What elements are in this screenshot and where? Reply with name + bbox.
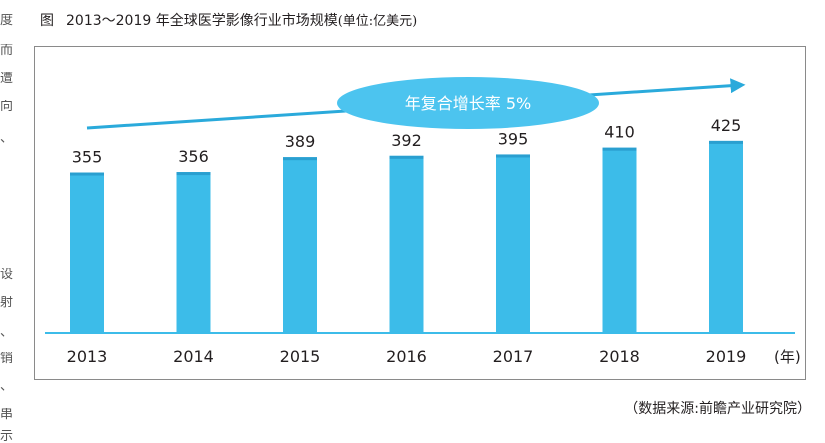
- bar-2015: [283, 157, 317, 333]
- bar-top-2015: [283, 157, 317, 161]
- bar-2017: [496, 154, 530, 333]
- growth-rate-ellipse: [337, 77, 599, 129]
- bar-top-2018: [602, 147, 637, 151]
- x-tick-label-2016: 2016: [386, 347, 427, 366]
- x-tick-label-2015: 2015: [280, 347, 321, 366]
- value-label-2019: 425: [711, 116, 742, 135]
- bar-top-2016: [389, 155, 424, 159]
- x-tick-label-2014: 2014: [173, 347, 214, 366]
- title-text: 2013～2019 年全球医学影像行业市场规模: [66, 13, 338, 29]
- chart-frame: 355 356 389 392 395 410 425 2013 2014 2015 2016 20…: [34, 46, 806, 380]
- x-tick-label-2019: 2019: [706, 347, 747, 366]
- x-unit-label: (年): [774, 348, 801, 366]
- figure-label: 图: [40, 13, 54, 29]
- bar-2016: [389, 155, 424, 333]
- left-margin-text-fragments: 度而遭向、设射、销、串示: [0, 0, 18, 443]
- margin-fragment: 而: [0, 44, 14, 57]
- margin-fragment: 向: [0, 100, 14, 113]
- value-label-2014: 356: [178, 147, 209, 166]
- margin-fragment: 示: [0, 430, 14, 443]
- bar-top-2017: [496, 154, 530, 158]
- bar-chart: 355 356 389 392 395 410 425 2013 2014 2015 2016 20…: [45, 77, 801, 366]
- margin-fragment: 串: [0, 408, 14, 421]
- growth-rate-annotation: 年复合增长率 5%: [405, 94, 531, 113]
- value-label-2018: 410: [604, 123, 635, 142]
- bar-2019: [709, 140, 743, 333]
- bar-2018: [602, 147, 637, 333]
- margin-fragment: 遭: [0, 72, 14, 85]
- value-label-2017: 395: [498, 129, 529, 148]
- margin-fragment: 射: [0, 296, 14, 309]
- title-unit: (单位:亿美元): [337, 14, 418, 29]
- margin-fragment: 设: [0, 268, 14, 281]
- bar-top-2019: [709, 140, 743, 144]
- margin-fragment: 、: [0, 326, 14, 339]
- margin-fragment: 度: [0, 14, 14, 27]
- bar-2014: [176, 172, 211, 333]
- x-tick-label-2018: 2018: [599, 347, 640, 366]
- bar-top-2014: [176, 172, 211, 176]
- bar-2013: [70, 172, 104, 333]
- margin-fragment: 、: [0, 380, 14, 393]
- value-label-2013: 355: [72, 148, 103, 167]
- x-tick-label-2017: 2017: [493, 347, 534, 366]
- bar-top-2013: [70, 172, 104, 176]
- chart-title: 图 2013～2019 年全球医学影像行业市场规模(单位:亿美元): [40, 12, 417, 31]
- source-note: （数据来源:前瞻产业研究院）: [624, 401, 811, 417]
- x-tick-label-2013: 2013: [67, 347, 108, 366]
- margin-fragment: 销: [0, 352, 14, 365]
- margin-fragment: 、: [0, 132, 14, 145]
- value-label-2015: 389: [285, 132, 316, 151]
- value-label-2016: 392: [391, 131, 422, 150]
